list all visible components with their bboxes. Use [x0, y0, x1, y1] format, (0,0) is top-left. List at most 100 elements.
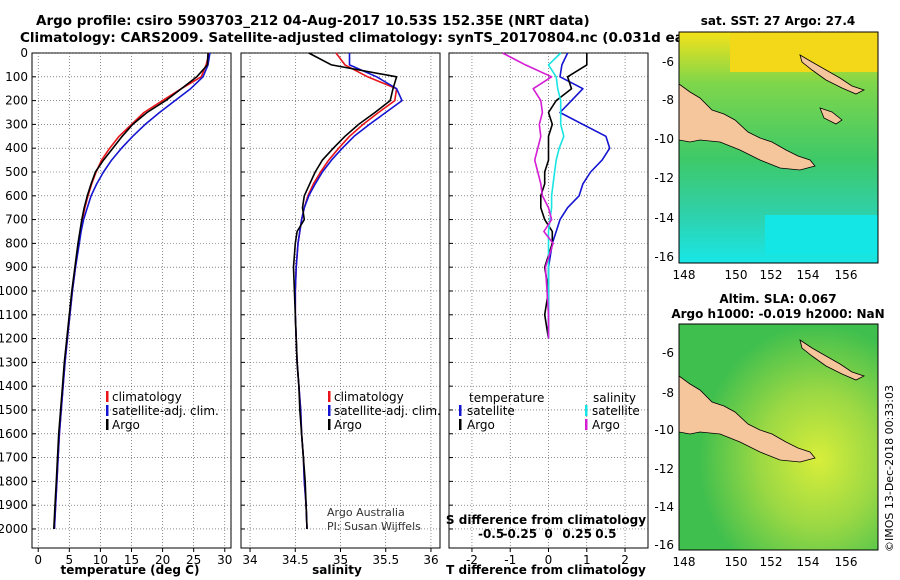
map-sla-island — [799, 339, 866, 381]
legend-t-argo-label: Argo — [467, 418, 495, 432]
title-line2: Climatology: CARS2009. Satellite-adjuste… — [20, 30, 722, 46]
legend-s-argo-label: Argo — [592, 418, 620, 432]
map-sst: sat. SST: 27 Argo: 27.4 148 150 152 154 … — [654, 14, 879, 282]
series-group — [53, 52, 611, 530]
ytick-label-7: 700 — [5, 213, 28, 227]
map-sla-lat-12: -12 — [654, 462, 674, 476]
credit-line2: PI: Susan Wijffels — [327, 520, 421, 533]
xtick-label-1-3: 35.5 — [372, 553, 399, 567]
map-sla-lat-6: -6 — [662, 346, 674, 360]
map-sla-lon-152: 152 — [760, 555, 783, 569]
credit-line1: Argo Australia — [327, 506, 405, 519]
tdiff-tick-4: 2 — [621, 553, 629, 567]
diff-series-3 — [502, 52, 554, 339]
xtick-label-1-2: 35 — [333, 553, 348, 567]
sdiff-tick-1: -0.25 — [503, 527, 538, 541]
map-sla-lat-10: -10 — [654, 423, 674, 437]
xtick-label-1-4: 36 — [423, 553, 438, 567]
xlabel-tdiff: T difference from climatology — [446, 563, 646, 577]
map-sla-landmass — [679, 375, 816, 463]
toplabel-sdiff: S difference from climatology — [446, 513, 646, 527]
map-sst-cool-patch — [765, 215, 878, 255]
map-sst-lat-12: -12 — [654, 171, 674, 185]
tick-labels: 0 5 10 15 20 25 30 34 34.5 35 35.5 3601002003004005… — [0, 46, 629, 567]
legend-swatch-s-climatology — [328, 391, 331, 402]
ytick-label-3: 300 — [5, 117, 28, 131]
ytick-label-15: 1500 — [0, 403, 28, 417]
map-sla-lon-148: 148 — [673, 555, 696, 569]
xtick-label-0-4: 20 — [155, 553, 170, 567]
ytick-label-12: 1200 — [0, 332, 28, 346]
legend-label-satellite: satellite-adj. clim. — [112, 404, 219, 418]
tdiff-tick-1: -1 — [504, 553, 516, 567]
map-sst-lon-148: 148 — [673, 268, 696, 282]
legend-s-sat-swatch — [585, 405, 588, 416]
legend-t-heading: temperature — [469, 391, 544, 405]
map-sla: Altim. SLA: 0.067 Argo h1000: -0.019 h20… — [654, 292, 884, 569]
map-sla-frame — [678, 323, 879, 551]
map-sla-lon-156: 156 — [835, 555, 858, 569]
map-sst-title: sat. SST: 27 Argo: 27.4 — [701, 14, 855, 28]
legend-swatch-s-argo — [328, 419, 331, 430]
map-sla-title1: Altim. SLA: 0.067 — [719, 292, 836, 306]
map-sst-lon-150: 150 — [725, 268, 748, 282]
title-line1: Argo profile: csiro 5903703_212 04-Aug-2… — [36, 13, 590, 29]
xtick-label-0-6: 30 — [217, 553, 232, 567]
xtick-label-1-1: 34.5 — [282, 553, 309, 567]
legend-label-argo: Argo — [112, 418, 140, 432]
temp-series-2 — [53, 52, 209, 530]
sdiff-tick-3: 0.25 — [562, 527, 592, 541]
legend-swatch-satellite — [106, 405, 109, 416]
ytick-label-16: 1600 — [0, 427, 28, 441]
sdiff-tick-0: -0.5 — [478, 527, 504, 541]
ytick-label-11: 1100 — [0, 308, 28, 322]
tdiff-tick-0: -2 — [466, 553, 478, 567]
map-sst-islet — [819, 107, 843, 125]
ytick-label-6: 600 — [5, 189, 28, 203]
legend-swatch-s-satellite — [328, 405, 331, 416]
ytick-label-14: 1400 — [0, 379, 28, 393]
watermark: ©IMOS 13-Dec-2018 00:33:03 — [883, 385, 896, 552]
map-sla-lat-16: -16 — [654, 538, 674, 552]
ytick-label-5: 500 — [5, 165, 28, 179]
ytick-label-4: 400 — [5, 141, 28, 155]
tdiff-tick-2: 0 — [545, 553, 553, 567]
sdiff-tick-4: 0.5 — [595, 527, 616, 541]
map-sla-lat-8: -8 — [662, 386, 674, 400]
legend-swatch-argo — [106, 419, 109, 430]
map-sst-lon-154: 154 — [797, 268, 820, 282]
map-sst-lat-6: -6 — [662, 55, 674, 69]
diff-series-0 — [547, 52, 611, 339]
legend-label-s-argo: Argo — [334, 418, 362, 432]
legend-diff: temperature satellite Argo salinity sate… — [459, 391, 640, 432]
map-sla-lon-150: 150 — [725, 555, 748, 569]
ytick-label-20: 2000 — [0, 522, 28, 536]
ytick-label-2: 200 — [5, 94, 28, 108]
legend-s-sat-label: satellite — [592, 404, 640, 418]
ytick-label-18: 1800 — [0, 474, 28, 488]
legend-t-sat-swatch — [459, 405, 462, 416]
map-sst-island — [799, 54, 866, 95]
map-sst-lon-156: 156 — [835, 268, 858, 282]
panel-frame-0 — [31, 52, 232, 549]
map-sst-lat-14: -14 — [654, 211, 674, 225]
map-sst-landmass — [679, 83, 816, 171]
tdiff-tick-3: 1 — [583, 553, 591, 567]
legend-label-s-satellite: satellite-adj. clim. — [334, 404, 441, 418]
xtick-label-0-0: 0 — [34, 553, 42, 567]
xtick-label-1-0: 34 — [242, 553, 257, 567]
legend-salinity: climatology satellite-adj. clim. Argo — [328, 390, 441, 432]
axes-frames — [31, 52, 649, 549]
legend-swatch-climatology — [106, 391, 109, 402]
sal-series-2 — [292, 52, 398, 530]
legend-label-climatology: climatology — [112, 390, 182, 404]
ytick-label-19: 1900 — [0, 498, 28, 512]
map-sst-lat-8: -8 — [662, 93, 674, 107]
ytick-label-17: 1700 — [0, 451, 28, 465]
legend-t-argo-swatch — [459, 419, 462, 430]
map-sla-anomaly — [679, 324, 878, 550]
legend-temperature: climatology satellite-adj. clim. Argo — [106, 390, 219, 432]
map-sla-lon-154: 154 — [797, 555, 820, 569]
legend-s-heading: salinity — [593, 391, 636, 405]
